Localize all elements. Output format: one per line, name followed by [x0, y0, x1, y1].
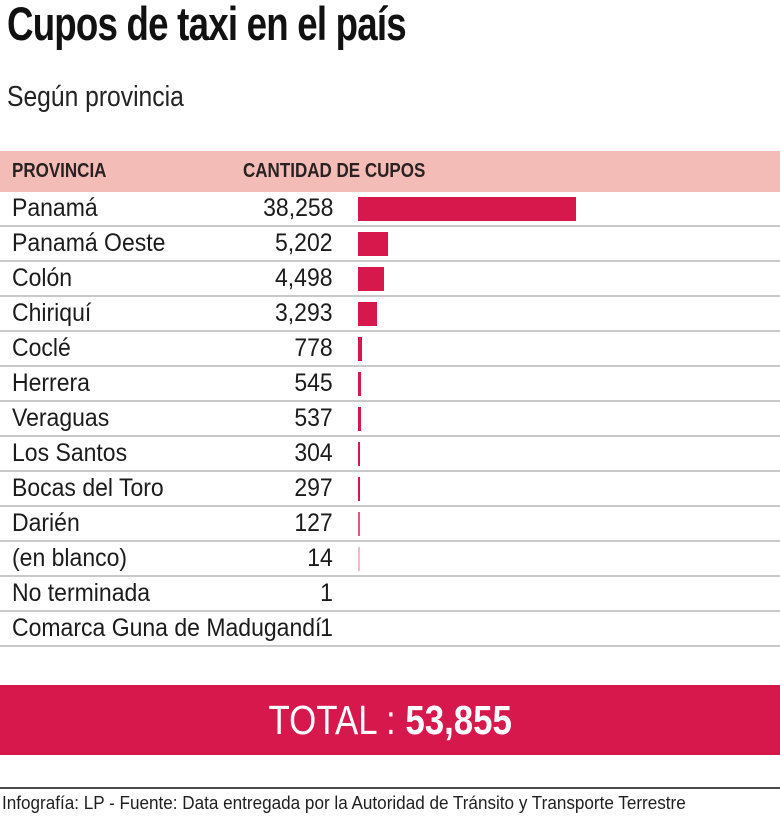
row-bar-track [333, 542, 780, 575]
row-bar [358, 511, 360, 536]
row-bar-track [333, 612, 780, 645]
page-title: Cupos de taxi en el país [7, 0, 518, 52]
total-bar: TOTAL : 53,855 [0, 685, 780, 755]
row-label: Comarca Guna de Madugandí [12, 614, 322, 642]
row-value: 3,293 [275, 299, 333, 327]
row-label: Coclé [12, 334, 71, 362]
page-title-text: Cupos de taxi en el país [7, 0, 407, 50]
row-value: 127 [294, 509, 333, 537]
row-bar [358, 196, 576, 221]
table-row: No terminada 1 [0, 577, 780, 612]
table-row: Comarca Guna de Madugandí 1 [0, 612, 780, 647]
table-row: Los Santos 304 [0, 437, 780, 472]
total-label: TOTAL : [268, 696, 396, 743]
row-label: No terminada [12, 579, 151, 607]
row-bar [358, 441, 360, 466]
row-bar-track [333, 262, 780, 295]
table-row: Veraguas 537 [0, 402, 780, 437]
row-bar [358, 476, 360, 501]
table-row: Coclé 778 [0, 332, 780, 367]
table-row: Darién 127 [0, 507, 780, 542]
row-bar-track [333, 472, 780, 505]
row-value: 4,498 [275, 264, 333, 292]
table-header: PROVINCIA CANTIDAD DE CUPOS [0, 151, 780, 192]
total-text: TOTAL : 53,855 [268, 697, 511, 744]
row-bar [358, 301, 377, 326]
row-value: 1 [320, 614, 333, 642]
row-bar [358, 231, 388, 256]
row-bar-track [333, 192, 780, 225]
row-bar-track [333, 577, 780, 610]
row-label: Panamá Oeste [12, 229, 166, 257]
row-bar-track [333, 227, 780, 260]
row-bar [358, 546, 360, 571]
table-row: (en blanco) 14 [0, 542, 780, 577]
column-header-count: CANTIDAD DE CUPOS [243, 160, 426, 182]
row-label: Colón [12, 264, 73, 292]
row-label: (en blanco) [12, 544, 128, 572]
row-bar [358, 336, 362, 361]
table-row: Panamá Oeste 5,202 [0, 227, 780, 262]
footer-credit: Infografía: LP - Fuente: Data entregada … [2, 793, 686, 813]
row-value: 304 [294, 439, 333, 467]
row-bar-track [333, 332, 780, 365]
row-label: Veraguas [12, 404, 110, 432]
row-value: 5,202 [275, 229, 333, 257]
row-value: 14 [307, 544, 333, 572]
row-label: Bocas del Toro [12, 474, 164, 502]
table-rows: Panamá 38,258 Panamá Oeste 5,202 Colón [0, 192, 780, 647]
row-bar [358, 266, 384, 291]
total-value: 53,855 [405, 696, 512, 743]
row-value: 1 [320, 579, 333, 607]
row-value: 38,258 [262, 194, 333, 222]
row-label: Chiriquí [12, 299, 92, 327]
row-bar [358, 371, 361, 396]
table-row: Chiriquí 3,293 [0, 297, 780, 332]
row-bar [358, 406, 361, 431]
row-value: 537 [294, 404, 333, 432]
table-row: Herrera 545 [0, 367, 780, 402]
page-subtitle: Según provincia [7, 80, 215, 114]
row-bar-track [333, 507, 780, 540]
row-bar-track [333, 402, 780, 435]
table-row: Colón 4,498 [0, 262, 780, 297]
row-label: Panamá [12, 194, 98, 222]
row-bar-track [333, 367, 780, 400]
row-label: Herrera [12, 369, 90, 397]
row-label: Darién [12, 509, 80, 537]
row-value: 778 [294, 334, 333, 362]
page-subtitle-text: Según provincia [7, 81, 184, 113]
column-header-province: PROVINCIA [12, 160, 107, 182]
table-row: Panamá 38,258 [0, 192, 780, 227]
row-value: 297 [294, 474, 333, 502]
row-label: Los Santos [12, 439, 128, 467]
row-bar-track [333, 297, 780, 330]
row-bar-track [333, 437, 780, 470]
row-value: 545 [294, 369, 333, 397]
footer-divider [0, 787, 780, 789]
table-row: Bocas del Toro 297 [0, 472, 780, 507]
